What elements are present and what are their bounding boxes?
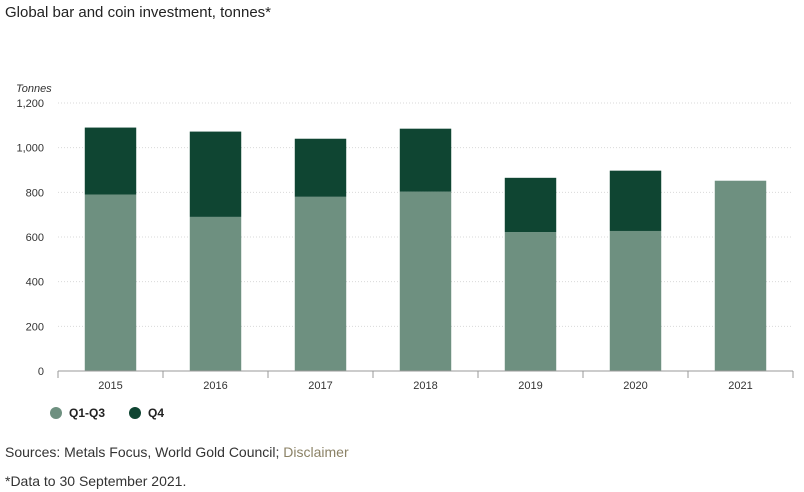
bar-2019-q4[interactable]: [504, 177, 557, 233]
bars: [84, 127, 767, 371]
legend-item-q4[interactable]: Q4: [129, 406, 164, 420]
bar-2020-q1-q3[interactable]: [609, 230, 662, 371]
legend-label-q1q3: Q1-Q3: [69, 406, 106, 420]
footnote: *Data to 30 September 2021.: [5, 473, 187, 489]
bar-2015-q1-q3[interactable]: [84, 194, 137, 371]
x-tick-label: 2018: [413, 380, 437, 392]
legend-swatch-q1q3: [50, 407, 62, 419]
bar-2018-q1-q3[interactable]: [399, 191, 452, 371]
x-tick-label: 2017: [308, 380, 332, 392]
y-tick-label: 600: [26, 232, 44, 244]
bar-2016-q1-q3[interactable]: [189, 216, 242, 371]
x-tick-label: 2020: [623, 380, 647, 392]
y-tick-label: 1,200: [16, 98, 44, 110]
bar-2019-q1-q3[interactable]: [504, 232, 557, 371]
grid-lines: [58, 102, 793, 327]
bar-2017-q4[interactable]: [294, 138, 347, 197]
y-tick-label: 800: [26, 187, 44, 199]
disclaimer-link[interactable]: Disclaimer: [283, 444, 349, 460]
legend: Q1-Q3 Q4: [50, 406, 164, 420]
x-axis: [57, 370, 794, 378]
x-tick-label: 2016: [203, 380, 227, 392]
x-tick-label: 2021: [728, 380, 752, 392]
y-tick-label: 1,000: [16, 143, 44, 155]
y-tick-label: 400: [26, 277, 44, 289]
x-tick-label: 2019: [518, 380, 542, 392]
y-tick-label: 0: [38, 366, 44, 378]
legend-swatch-q4: [129, 407, 142, 419]
bar-2018-q4[interactable]: [399, 128, 452, 192]
bar-2020-q4[interactable]: [609, 170, 662, 231]
x-tick-label: 2015: [98, 380, 122, 392]
sources-text: Sources: Metals Focus, World Gold Counci…: [5, 444, 280, 460]
y-axis-label: Tonnes: [16, 83, 52, 95]
bar-2021-q1-q3[interactable]: [714, 180, 767, 371]
legend-label-q4: Q4: [148, 406, 165, 420]
bar-2017-q1-q3[interactable]: [294, 196, 347, 371]
y-tick-label: 200: [26, 321, 44, 333]
bar-2016-q4[interactable]: [189, 131, 242, 217]
chart-title: Global bar and coin investment, tonnes*: [5, 4, 271, 21]
y-tick-labels: 0 200 400 600 800 1,000 1,200: [16, 98, 44, 378]
legend-item-q1q3[interactable]: Q1-Q3: [50, 406, 105, 420]
sources-note: Sources: Metals Focus, World Gold Counci…: [5, 444, 349, 460]
x-tick-labels: 2015 2016 2017 2018 2019 2020 2021: [98, 380, 752, 392]
bar-2015-q4[interactable]: [84, 127, 137, 195]
